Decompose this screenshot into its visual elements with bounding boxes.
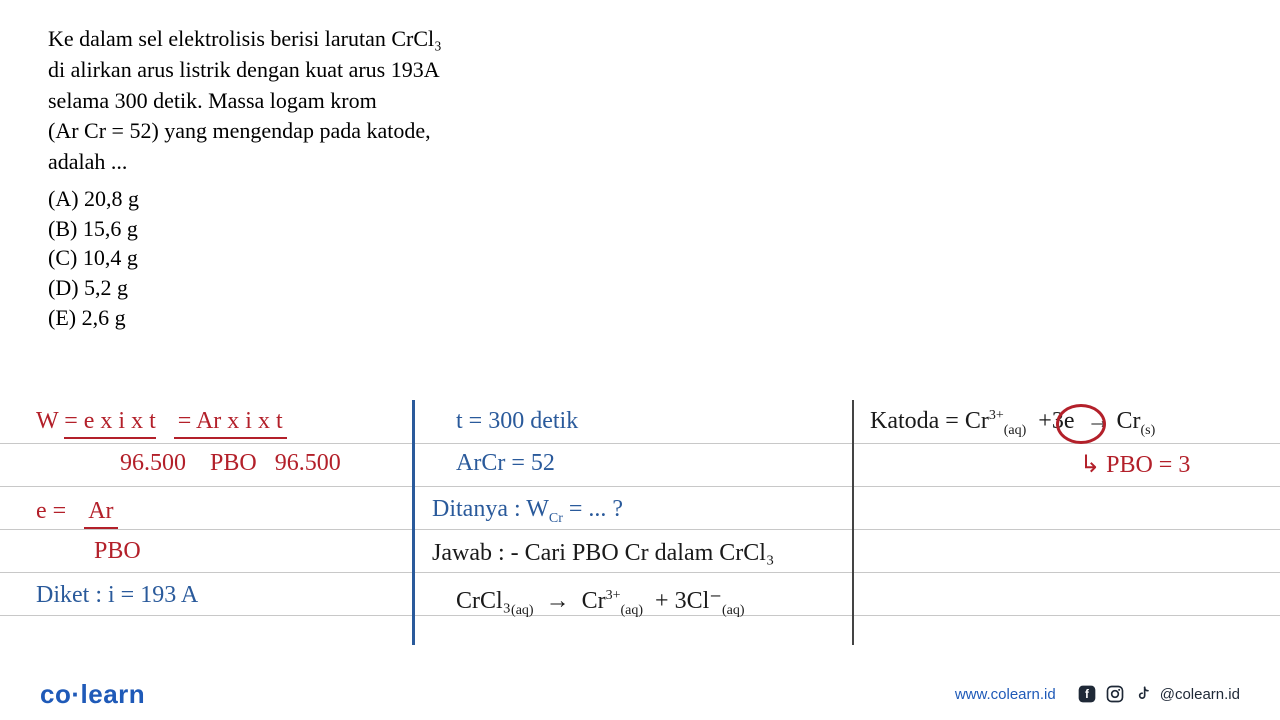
cathode-rxn: Katoda = Cr3+(aq) +3e → Cr(s): [870, 408, 1155, 439]
circled-electrons: [1056, 404, 1106, 444]
formula-e: e = Ar: [36, 498, 118, 529]
formula-weight: W = e x i x t = Ar x i x t: [36, 408, 287, 439]
given-ar: ArCr = 52: [456, 450, 555, 477]
formula-w: W: [36, 408, 58, 434]
logo-learn: learn: [81, 679, 146, 709]
rxn-aq3: (aq): [722, 603, 745, 618]
footer: co·learn www.colearn.id f @colearn.id: [0, 668, 1280, 720]
asked-sub: Cr: [549, 511, 563, 526]
rxn-aq1: (aq): [511, 603, 534, 618]
option-a: (A) 20,8 g: [48, 184, 1232, 214]
option-c: (C) 10,4 g: [48, 243, 1232, 273]
website-link[interactable]: www.colearn.id: [955, 686, 1056, 703]
cathode-sup: 3+: [989, 408, 1004, 423]
svg-text:f: f: [1085, 688, 1089, 701]
e-equals: e =: [36, 498, 66, 524]
cathode-cs: (s): [1140, 423, 1155, 438]
given-time: t = 300 detik: [456, 408, 578, 435]
asked-label: Ditanya : W: [432, 496, 549, 522]
rxn-crcl3: CrCl₃: [456, 588, 511, 614]
formula-eit: = e x i x t: [64, 408, 156, 439]
pbo-result: ↳ PBO = 3: [1080, 450, 1190, 479]
cathode-aq: (aq): [1004, 423, 1027, 438]
ruled-line: [0, 486, 1280, 487]
worksheet-area: W = e x i x t = Ar x i x t 96.500 PBO 96…: [0, 400, 1280, 660]
asked: Ditanya : WCr = ... ?: [432, 496, 623, 527]
question-text: Ke dalam sel elektrolisis berisi larutan…: [48, 24, 1232, 178]
question-line-5: adalah ...: [48, 147, 1232, 178]
answer-step: Jawab : - Cari PBO Cr dalam CrCl₃: [432, 540, 774, 567]
question-line-2: di alirkan arus listrik dengan kuat arus…: [48, 55, 1232, 86]
rxn-arrow: →: [546, 588, 570, 614]
column-divider-right: [852, 400, 854, 645]
column-divider-left: [412, 400, 415, 645]
option-d: (D) 5,2 g: [48, 273, 1232, 303]
question-line-4: (Ar Cr = 52) yang mengendap pada katode,: [48, 116, 1232, 147]
logo-co: co: [40, 679, 71, 709]
question-line-3: selama 300 detik. Massa logam krom: [48, 86, 1232, 117]
denom-96500-2: 96.500: [275, 450, 341, 476]
ruled-line: [0, 572, 1280, 573]
rxn-aq2: (aq): [621, 603, 644, 618]
e-ar: Ar: [84, 498, 117, 529]
facebook-icon[interactable]: f: [1076, 683, 1098, 705]
question-area: Ke dalam sel elektrolisis berisi larutan…: [0, 0, 1280, 342]
question-line-1: Ke dalam sel elektrolisis berisi larutan…: [48, 24, 1232, 55]
cathode-label: Katoda = Cr: [870, 408, 989, 434]
rxn-cr: Cr: [582, 588, 606, 614]
brand-logo: co·learn: [40, 679, 145, 710]
ruled-line: [0, 529, 1280, 530]
e-pbo: PBO: [94, 538, 141, 565]
denom-96500-1: 96.500: [120, 450, 186, 476]
rxn-plus: + 3Cl⁻: [655, 588, 722, 614]
social-icons: f @colearn.id: [1076, 683, 1240, 705]
tiktok-icon[interactable]: [1132, 683, 1154, 705]
option-b: (B) 15,6 g: [48, 214, 1232, 244]
option-e: (E) 2,6 g: [48, 303, 1232, 333]
rxn-sup: 3+: [606, 588, 621, 603]
asked-end: = ... ?: [563, 496, 623, 522]
denom-pbo: PBO: [210, 450, 257, 476]
formula-denom: 96.500 PBO 96.500: [120, 450, 341, 477]
social-handle: @colearn.id: [1160, 686, 1240, 703]
given-current: Diket : i = 193 A: [36, 582, 198, 609]
instagram-icon[interactable]: [1104, 683, 1126, 705]
footer-right: www.colearn.id f @colearn.id: [955, 683, 1240, 705]
answer-options: (A) 20,8 g (B) 15,6 g (C) 10,4 g (D) 5,2…: [48, 184, 1232, 332]
formula-ar-it: = Ar x i x t: [174, 408, 287, 439]
reaction-eq: CrCl₃(aq) → Cr3+(aq) + 3Cl⁻(aq): [456, 586, 744, 619]
